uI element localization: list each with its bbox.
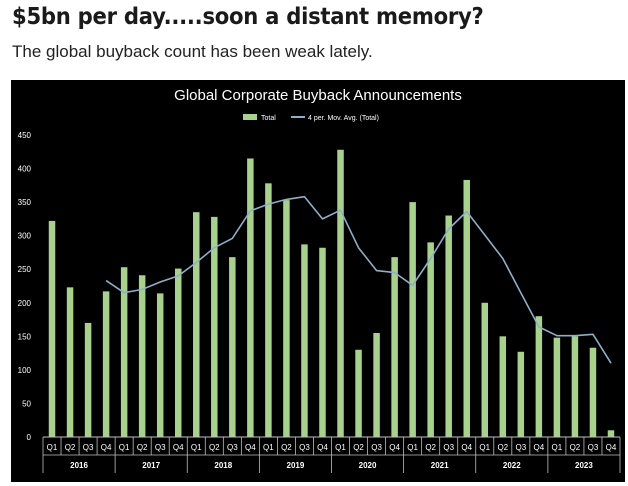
x-tick-label: Q1	[191, 443, 202, 452]
x-tick-label: Q3	[227, 443, 238, 452]
bar	[535, 316, 543, 437]
x-year-label: 2021	[431, 461, 449, 470]
moving-average-line	[105, 195, 612, 364]
bar	[319, 247, 326, 437]
bar	[84, 322, 92, 437]
legend-swatch-total	[243, 114, 257, 120]
x-tick-label: Q4	[173, 443, 184, 452]
x-year-label: 2020	[359, 461, 377, 470]
x-tick-label: Q2	[425, 443, 436, 452]
bar	[283, 200, 290, 437]
x-tick-label: Q1	[335, 443, 346, 452]
y-tick-label: 450	[18, 131, 32, 140]
y-tick-label: 200	[18, 299, 32, 308]
x-year-label: 2022	[503, 461, 521, 470]
x-year-label: 2018	[214, 461, 232, 470]
x-tick-label: Q1	[407, 443, 418, 452]
x-tick-label: Q1	[479, 443, 490, 452]
x-tick-label: Q4	[101, 443, 112, 452]
bar	[589, 347, 597, 437]
x-tick-label: Q2	[137, 443, 148, 452]
y-tick-label: 100	[18, 366, 32, 375]
x-year-label: 2019	[287, 461, 305, 470]
bar	[445, 215, 452, 437]
x-tick-label: Q3	[299, 443, 310, 452]
y-tick-label: 300	[18, 232, 32, 241]
x-tick-label: Q1	[47, 443, 58, 452]
bar	[229, 257, 236, 437]
bar	[66, 287, 74, 437]
bar	[48, 220, 56, 437]
bar	[193, 212, 200, 437]
bar-series-total	[48, 149, 615, 437]
x-tick-label: Q4	[461, 443, 472, 452]
bar	[102, 291, 110, 437]
bar	[156, 293, 164, 437]
x-tick-label: Q3	[443, 443, 454, 452]
buyback-chart: Global Corporate Buyback Announcements T…	[18, 87, 621, 473]
chart-title: Global Corporate Buyback Announcements	[174, 87, 462, 104]
bar	[265, 183, 272, 437]
x-tick-label: Q4	[245, 443, 256, 452]
y-tick-label: 400	[18, 165, 32, 174]
bar	[247, 158, 254, 437]
legend-label-total: Total	[261, 115, 276, 122]
bar	[571, 336, 579, 437]
bar	[355, 349, 362, 437]
bar	[391, 257, 398, 437]
bar	[174, 268, 182, 437]
x-tick-label: Q2	[281, 443, 292, 452]
x-tick-label: Q4	[317, 443, 328, 452]
chart-container: Global Corporate Buyback Announcements T…	[11, 80, 625, 482]
bar	[607, 430, 615, 437]
y-tick-label: 50	[22, 399, 31, 408]
line-series-moving-average	[105, 195, 612, 364]
x-year-label: 2016	[70, 461, 88, 470]
bar	[427, 242, 434, 437]
y-tick-label: 350	[18, 198, 32, 207]
x-tick-label: Q2	[65, 443, 76, 452]
x-year-label: 2017	[142, 461, 160, 470]
x-tick-label: Q1	[119, 443, 130, 452]
legend-label-moving-average: 4 per. Mov. Avg. (Total)	[308, 115, 379, 122]
x-tick-label: Q2	[497, 443, 508, 452]
y-tick-label: 150	[18, 332, 32, 341]
bar	[211, 216, 218, 437]
bar	[373, 332, 380, 437]
y-axis: 0 50 100 150 200 250 300 350 400 450	[18, 131, 32, 442]
bar	[481, 302, 489, 437]
x-year-label: 2023	[575, 461, 593, 470]
legend: Total 4 per. Mov. Avg. (Total)	[243, 114, 379, 122]
y-tick-label: 250	[18, 265, 32, 274]
x-tick-label: Q2	[570, 443, 581, 452]
bar	[337, 149, 344, 437]
subheadline: The global buyback count has been weak l…	[12, 42, 373, 61]
x-tick-label: Q2	[353, 443, 364, 452]
x-tick-label: Q4	[534, 443, 545, 452]
y-tick-label: 0	[27, 433, 32, 442]
headline: $5bn per day.....soon a distant memory?	[12, 4, 484, 30]
bar	[301, 244, 308, 437]
x-tick-label: Q3	[155, 443, 166, 452]
x-tick-label: Q1	[552, 443, 563, 452]
x-tick-label: Q3	[515, 443, 526, 452]
x-tick-label: Q3	[83, 443, 94, 452]
x-tick-label: Q4	[606, 443, 617, 452]
x-axis: Q1 Q2 Q3 Q4 Q1 Q2 Q3 Q4 Q1 Q2 Q3 Q4 Q1 Q2 Q3 Q4 Q1 Q2 Q3 Q4…	[42, 436, 621, 473]
bar	[499, 336, 507, 437]
x-tick-label: Q2	[209, 443, 220, 452]
bar	[138, 275, 146, 437]
bar	[463, 179, 470, 437]
bar	[409, 202, 416, 437]
x-tick-label: Q4	[389, 443, 400, 452]
bar	[517, 351, 525, 437]
x-tick-label: Q1	[263, 443, 274, 452]
x-tick-label: Q3	[588, 443, 599, 452]
x-tick-label: Q3	[371, 443, 382, 452]
bar	[553, 337, 561, 437]
bar	[120, 267, 128, 437]
